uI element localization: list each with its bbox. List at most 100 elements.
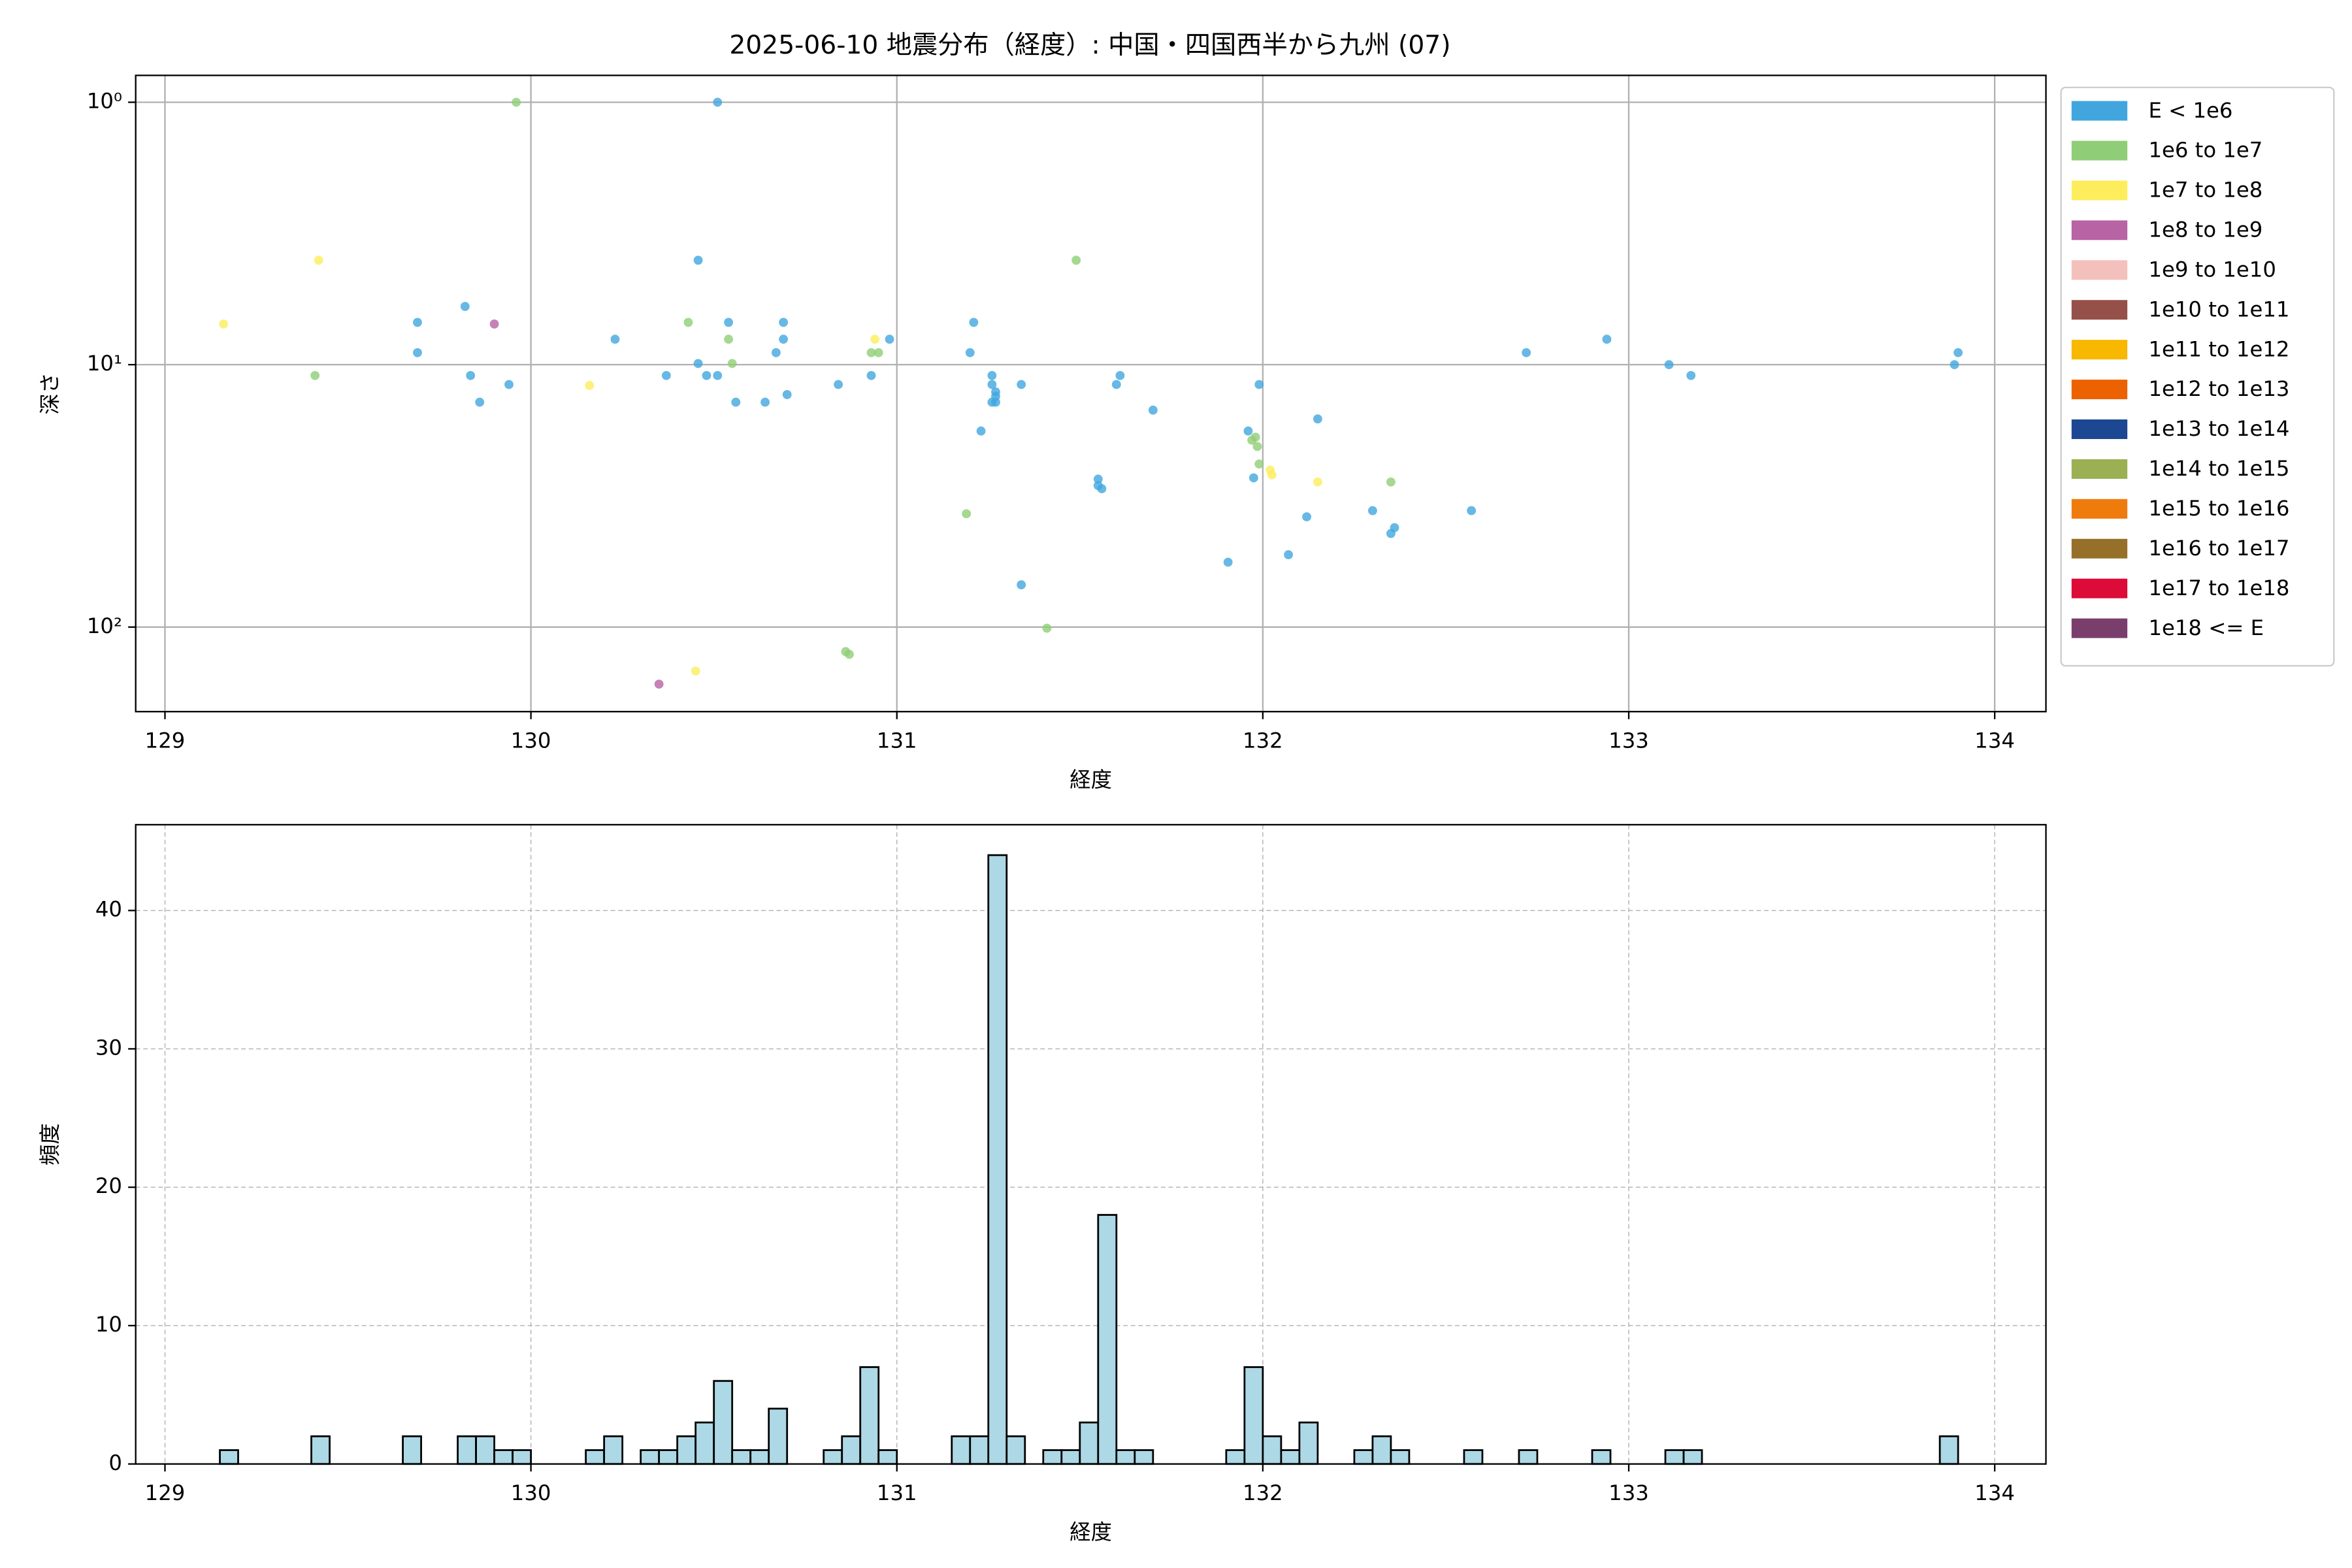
point (969, 318, 979, 327)
point (1467, 506, 1477, 515)
histogram-bar (603, 1435, 624, 1465)
point (779, 318, 789, 327)
point (731, 397, 741, 407)
legend-swatch (2071, 180, 2128, 201)
histogram-bar (859, 1366, 880, 1465)
point (585, 381, 595, 390)
histogram-bar (402, 1435, 422, 1465)
legend-swatch (2071, 459, 2128, 479)
histogram-bar (1225, 1449, 1246, 1465)
histogram-bar (1664, 1449, 1685, 1465)
point (987, 370, 997, 380)
x-tick-label: 133 (1609, 728, 1649, 753)
histogram-bar (768, 1407, 789, 1465)
y-tick-label: 40 (95, 897, 122, 922)
point (874, 348, 883, 357)
point (782, 389, 792, 399)
point (489, 319, 499, 329)
x-axis-label: 経度 (1070, 1520, 1112, 1544)
histogram-bar (1134, 1449, 1154, 1465)
chart-title: 2025-06-10 地震分布（経度）: 中国・四国西半から九州 (07) (729, 31, 1450, 60)
point (1522, 348, 1531, 357)
point (610, 335, 620, 344)
point (866, 348, 876, 357)
legend-swatch (2071, 300, 2128, 320)
point (713, 370, 723, 380)
point (1243, 426, 1253, 436)
histogram-bar (512, 1449, 532, 1465)
x-tick-label: 132 (1243, 728, 1283, 753)
histogram-bar (713, 1380, 734, 1465)
y-axis-label: 深さ (37, 372, 62, 415)
legend-swatch (2071, 340, 2128, 360)
point (475, 397, 485, 407)
point (1252, 442, 1262, 451)
histogram-bar (1938, 1435, 1959, 1465)
y-tick-label: 10 (95, 1312, 122, 1337)
point (870, 335, 880, 344)
histogram-bar (658, 1449, 679, 1465)
x-tick-label: 130 (511, 728, 551, 753)
x-tick-label: 129 (145, 728, 186, 753)
legend-swatch (2071, 140, 2128, 161)
point (1042, 623, 1052, 633)
histogram-bar (1280, 1449, 1301, 1465)
point (962, 509, 972, 519)
point (1390, 523, 1399, 532)
point (661, 370, 671, 380)
legend-label: E < 1e6 (2148, 98, 2232, 123)
x-tick-label: 130 (511, 1480, 551, 1505)
point (1602, 335, 1612, 344)
x-tick-label: 131 (877, 728, 917, 753)
point (1250, 433, 1260, 442)
histogram-bar (1371, 1435, 1392, 1465)
point (219, 319, 229, 329)
histogram-bar (493, 1449, 514, 1465)
point (965, 348, 975, 357)
histogram-bar (1042, 1449, 1063, 1465)
point (702, 370, 711, 380)
point (760, 397, 770, 407)
point (834, 380, 843, 389)
histogram-bar (823, 1449, 843, 1465)
histogram-bar (1463, 1449, 1484, 1465)
legend-label: 1e8 to 1e9 (2148, 218, 2262, 242)
point (1284, 550, 1294, 559)
legend-swatch (2071, 419, 2128, 439)
point (1115, 370, 1125, 380)
histogram-bar (1060, 1449, 1081, 1465)
legend-box (2060, 86, 2335, 667)
histogram-bar (1298, 1421, 1319, 1465)
point (1686, 370, 1696, 380)
point (466, 370, 476, 380)
x-axis-label: 経度 (1070, 767, 1112, 792)
point (724, 318, 734, 327)
point (1017, 580, 1026, 590)
point (987, 380, 997, 389)
histogram-bar (1079, 1421, 1100, 1465)
point (504, 380, 514, 389)
histogram-bar (1591, 1449, 1612, 1465)
histogram-bar (749, 1449, 770, 1465)
point (1302, 512, 1312, 521)
point (1313, 477, 1322, 487)
histogram-bar (475, 1435, 495, 1465)
legend: E < 1e6 1e6 to 1e7 1e7 to 1e8 1e8 to 1e9 1e9… (2060, 86, 2335, 667)
x-tick-label: 134 (1974, 728, 2015, 753)
point (693, 359, 703, 368)
legend-label: 1e13 to 1e14 (2148, 416, 2289, 441)
histogram-bar (1005, 1435, 1026, 1465)
point (727, 359, 737, 368)
legend-swatch (2071, 260, 2128, 280)
histogram-bar (1115, 1449, 1136, 1465)
histogram-bar (877, 1449, 898, 1465)
point (1664, 360, 1674, 370)
y-tick-label: 10¹ (87, 351, 122, 376)
point (1097, 484, 1107, 493)
legend-label: 1e17 to 1e18 (2148, 576, 2289, 600)
point (1111, 380, 1121, 389)
histogram-bar (1353, 1449, 1374, 1465)
point (1148, 405, 1158, 415)
